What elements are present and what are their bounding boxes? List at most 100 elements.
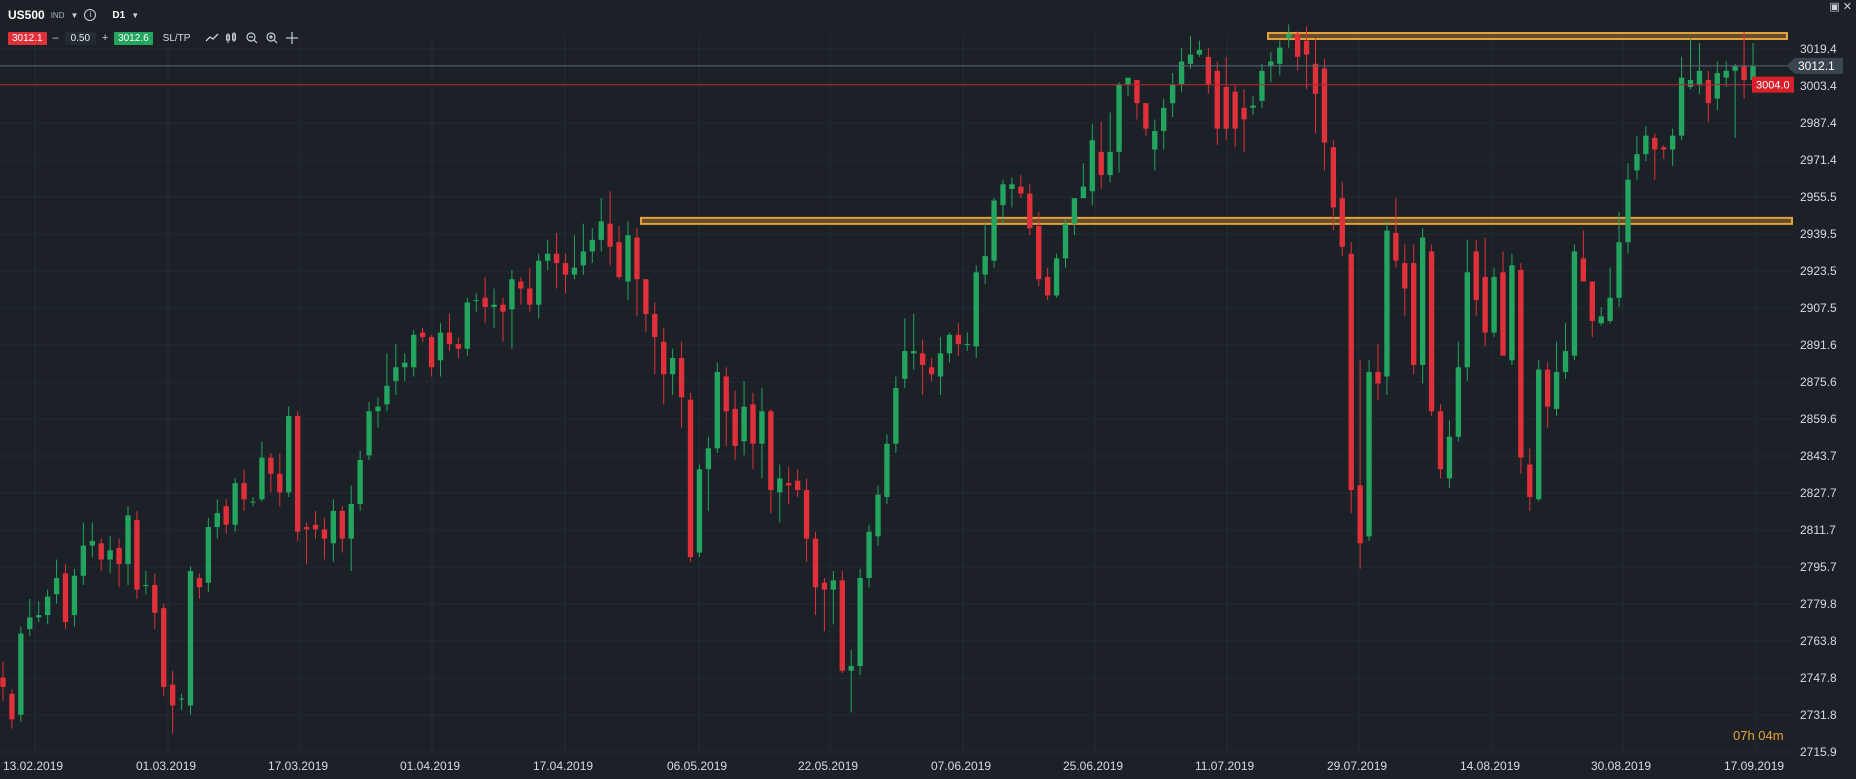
resistance-levels[interactable] [640, 32, 1793, 225]
candle-down [803, 478, 810, 562]
timeframe-dropdown-icon[interactable]: ▼ [131, 10, 140, 20]
candle-up [27, 598, 33, 636]
timeframe-selector[interactable]: D1 [112, 9, 126, 21]
candle-body [919, 353, 926, 365]
candle-down [955, 323, 962, 356]
candle-body [161, 608, 167, 687]
candle-body [857, 578, 863, 667]
candle-up [1750, 42, 1756, 81]
candle-up [911, 313, 917, 370]
y-tick-label: 2987.4 [1800, 116, 1837, 130]
candle-body [562, 263, 569, 275]
candle-down [482, 276, 488, 324]
candle-down [152, 573, 158, 630]
info-icon[interactable]: i [84, 9, 97, 21]
candle-down [794, 469, 801, 497]
candle-body [1348, 253, 1354, 491]
candle-body [375, 406, 381, 412]
candle-body [812, 538, 819, 588]
candle-body [250, 501, 256, 503]
candle-body [1036, 225, 1042, 280]
resistance-level-top-fill [1269, 34, 1786, 39]
candle-body [1553, 371, 1560, 409]
candle-up [491, 288, 497, 328]
candle-body [794, 480, 801, 491]
candle-up [473, 293, 479, 312]
x-tick-label: 22.05.2019 [798, 759, 858, 773]
indicators-icon[interactable] [224, 31, 240, 45]
lot-size-input[interactable]: 0.50 [64, 31, 97, 45]
symbol-dropdown-icon[interactable]: ▼ [70, 10, 79, 20]
y-tick-label: 2971.4 [1800, 153, 1837, 167]
resistance-level-top[interactable] [1267, 32, 1788, 41]
candle-down [1482, 237, 1488, 347]
candle-body [1616, 242, 1622, 298]
sl-tp-button[interactable]: SL/TP [162, 32, 191, 44]
resistance-level-mid[interactable] [640, 216, 1793, 225]
candle-up [1625, 163, 1631, 254]
zoom-out-icon[interactable] [244, 31, 260, 45]
candle-down [9, 689, 15, 729]
marked-price-label: 3004.0 [1756, 80, 1790, 92]
restore-icon[interactable]: ▣ [1829, 1, 1840, 13]
candle-down [1527, 448, 1533, 511]
candle-body [1259, 70, 1265, 101]
lot-increase-button[interactable]: + [101, 32, 109, 44]
y-tick-label: 2795.7 [1800, 560, 1837, 574]
candle-body [803, 490, 810, 539]
candle-up [71, 568, 78, 627]
candle-down [723, 367, 729, 447]
candle-up [848, 649, 854, 713]
candle-body [509, 279, 515, 310]
candle-up [1455, 341, 1462, 442]
close-icon[interactable]: ✕ [1842, 1, 1852, 13]
y-tick-label: 2843.7 [1800, 449, 1837, 463]
buy-button[interactable]: 3012.6 [114, 31, 153, 45]
price-axis[interactable]: 3019.4 3003.4 2987.4 2971.4 2955.5 2939.5 2923… [1800, 42, 1837, 759]
candle-up [937, 337, 944, 396]
y-tick-label: 2779.8 [1800, 597, 1837, 611]
candle-up [286, 406, 292, 497]
candle-body [9, 693, 15, 720]
lot-decrease-button[interactable]: – [52, 32, 59, 44]
candle-body [1536, 369, 1542, 500]
candle-up [80, 522, 87, 585]
y-tick-label: 2747.8 [1800, 671, 1837, 685]
candle-body [482, 297, 488, 308]
time-axis[interactable]: 13.02.2019 01.03.2019 17.03.2019 01.04.2019… [3, 759, 1784, 773]
candle-up [1464, 239, 1470, 382]
symbol-name[interactable]: US500 [8, 8, 45, 22]
marked-price-tag [1752, 76, 1794, 93]
candle-up [1669, 128, 1676, 166]
candle-down [634, 228, 640, 317]
candle-down [1741, 31, 1747, 99]
candle-up [1366, 360, 1372, 541]
candle-body [71, 575, 78, 616]
candle-down [0, 661, 6, 701]
candle-down [1544, 362, 1551, 428]
candle-down [303, 522, 310, 565]
candle-body [1125, 77, 1131, 85]
candle-body [928, 367, 935, 375]
candle-body [1696, 70, 1703, 85]
candle-body [1357, 485, 1363, 544]
candle-up [89, 522, 95, 558]
sell-button[interactable]: 3012.1 [8, 31, 47, 45]
candle-up [250, 496, 256, 507]
candle-up [893, 376, 899, 453]
candle-down [134, 510, 140, 599]
window-controls: ▣ ✕ [1829, 0, 1852, 13]
candle-up [580, 223, 587, 275]
candle-body [830, 580, 837, 590]
line-chart-icon[interactable] [204, 31, 220, 45]
candle-body [1518, 269, 1524, 458]
candle-body [1723, 70, 1729, 78]
candle-down [616, 225, 622, 280]
candle-up [330, 499, 337, 562]
candle-body [196, 578, 203, 588]
crosshair-icon[interactable] [284, 31, 300, 45]
zoom-in-icon[interactable] [264, 31, 280, 45]
candle-down [98, 538, 104, 572]
y-tick-label: 2955.5 [1800, 190, 1837, 204]
